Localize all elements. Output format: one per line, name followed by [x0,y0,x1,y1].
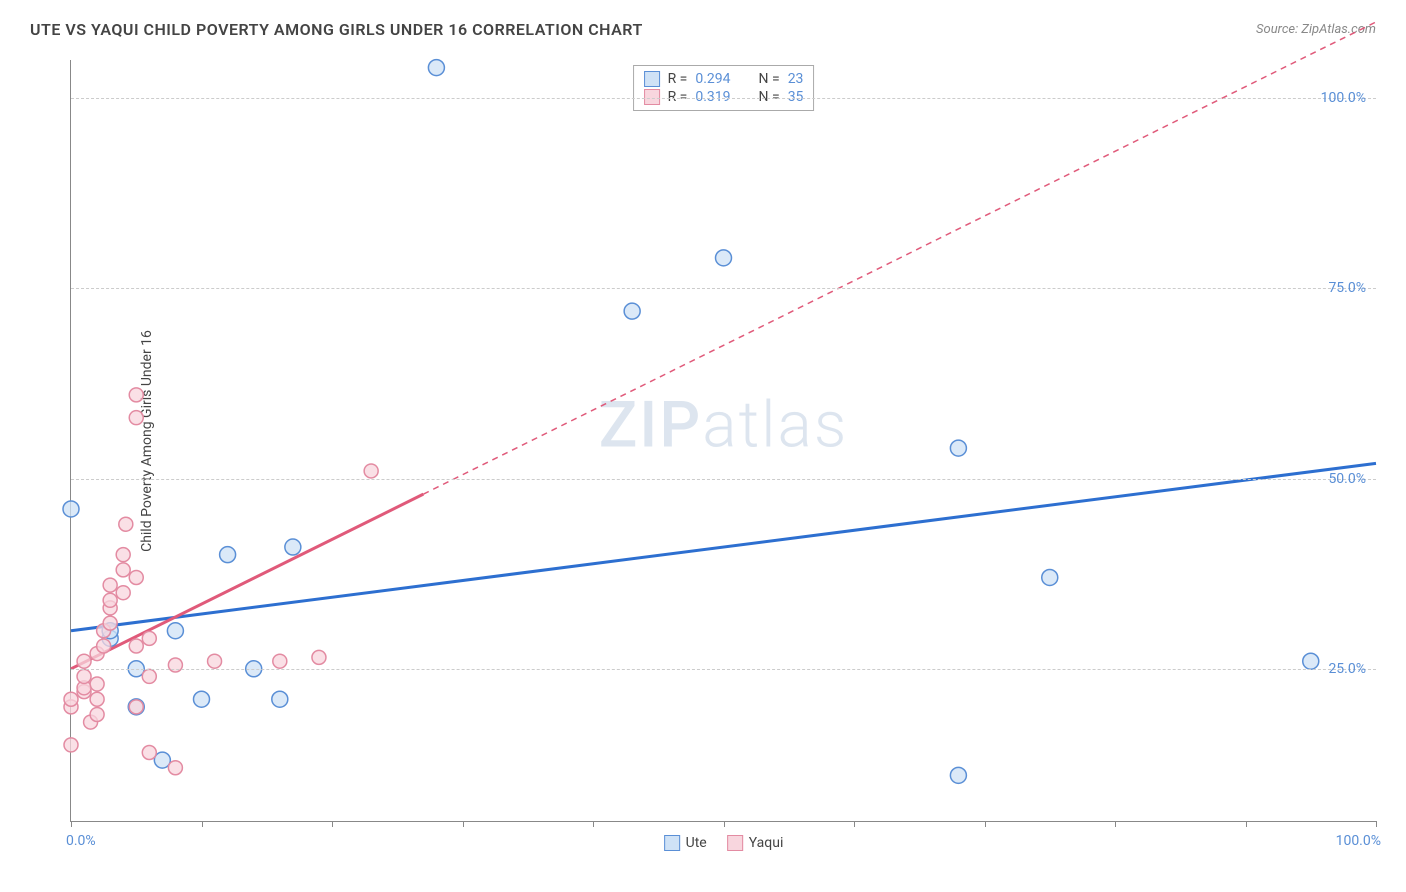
stat-legend-row: R = 0.294 N = 23 [644,70,804,88]
plot-area: Child Poverty Among Girls Under 16 ZIPat… [70,60,1376,822]
data-point [90,707,104,721]
data-point [103,578,117,592]
data-point [77,669,91,683]
stat-r-label: R = [668,71,688,87]
data-point [428,60,444,76]
stat-r-value: 0.294 [695,71,730,87]
data-point [116,563,130,577]
data-point [142,669,156,683]
data-point [364,464,378,478]
y-tick-label: 50.0% [1328,471,1366,487]
x-label-max: 100.0% [1336,833,1381,849]
legend-swatch [644,71,660,87]
x-tick [593,821,594,827]
data-point [285,539,301,555]
data-point [716,250,732,266]
data-point [194,691,210,707]
data-point [950,767,966,783]
gridline [71,98,1376,99]
data-point [272,691,288,707]
stat-legend: R = 0.294 N = 23 R = 0.319 N = 35 [633,65,815,111]
legend-swatch [727,835,743,851]
data-point [116,548,130,562]
stat-n-label: N = [759,89,780,105]
legend-swatch [644,89,660,105]
gridline [71,669,1376,670]
stat-legend-row: R = 0.319 N = 35 [644,88,804,106]
data-point [624,303,640,319]
chart-title: UTE VS YAQUI CHILD POVERTY AMONG GIRLS U… [30,20,643,39]
data-point [1042,569,1058,585]
data-point [103,593,117,607]
legend-item: Ute [664,835,707,851]
x-tick [1246,821,1247,827]
gridline [71,479,1376,480]
data-point [142,631,156,645]
data-point [167,623,183,639]
chart-svg [71,60,1376,821]
data-point [129,570,143,584]
data-point [64,738,78,752]
data-point [129,700,143,714]
data-point [168,658,182,672]
x-tick [332,821,333,827]
regression-line [71,463,1376,630]
data-point [129,388,143,402]
data-point [142,746,156,760]
x-tick [71,821,72,827]
data-point [129,411,143,425]
series-legend: Ute Yaqui [664,835,784,851]
x-tick [985,821,986,827]
x-tick [724,821,725,827]
legend-swatch [664,835,680,851]
data-point [273,654,287,668]
correlation-chart: UTE VS YAQUI CHILD POVERTY AMONG GIRLS U… [20,20,1386,872]
chart-source: Source: ZipAtlas.com [1256,22,1376,37]
data-point [90,692,104,706]
data-point [97,639,111,653]
stat-n-label: N = [759,71,780,87]
data-point [103,616,117,630]
data-point [90,677,104,691]
x-label-min: 0.0% [66,833,96,849]
chart-header: UTE VS YAQUI CHILD POVERTY AMONG GIRLS U… [20,20,1386,44]
data-point [220,547,236,563]
stat-r-label: R = [668,89,688,105]
data-point [63,501,79,517]
stat-n-value: 23 [788,71,804,87]
data-point [77,654,91,668]
data-point [168,761,182,775]
data-point [129,639,143,653]
x-tick [463,821,464,827]
data-point [312,650,326,664]
y-tick-label: 100.0% [1321,90,1366,106]
x-tick [854,821,855,827]
data-point [116,586,130,600]
data-point [64,692,78,706]
x-tick [1115,821,1116,827]
data-point [1303,653,1319,669]
y-tick-label: 25.0% [1328,661,1366,677]
data-point [950,440,966,456]
stat-r-value: 0.319 [695,89,730,105]
legend-label: Ute [686,835,707,851]
x-tick [202,821,203,827]
data-point [208,654,222,668]
legend-item: Yaqui [727,835,784,851]
gridline [71,288,1376,289]
legend-label: Yaqui [749,835,784,851]
stat-n-value: 35 [788,89,804,105]
data-point [119,517,133,531]
x-tick [1376,821,1377,827]
y-tick-label: 75.0% [1328,280,1366,296]
regression-line-dashed [423,22,1376,494]
